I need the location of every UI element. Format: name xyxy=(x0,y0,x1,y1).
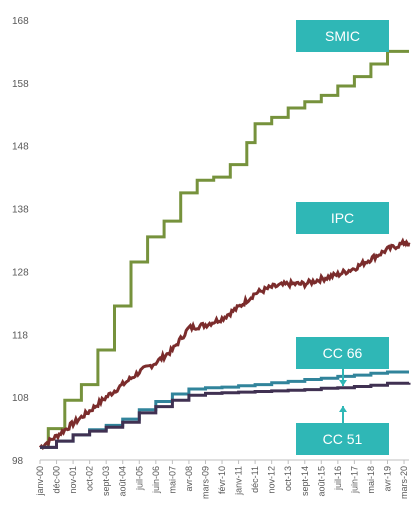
series-label-smic: SMIC xyxy=(325,28,360,44)
x-tick-label: déc-11 xyxy=(250,466,260,493)
x-tick-label: juin-17 xyxy=(349,466,359,494)
x-tick-label: nov-12 xyxy=(267,466,277,494)
x-tick-label: août-04 xyxy=(118,466,128,497)
x-tick-label: juil-16 xyxy=(333,466,343,491)
x-tick-label: sept-14 xyxy=(300,466,310,496)
x-tick-label: juil-05 xyxy=(134,466,144,491)
y-tick-label: 128 xyxy=(12,267,29,278)
series-label-cc-51: CC 51 xyxy=(323,431,363,447)
y-tick-label: 118 xyxy=(12,330,28,341)
label-box-smic xyxy=(296,20,389,52)
y-tick-label: 158 xyxy=(12,79,29,90)
chart-series xyxy=(38,49,411,451)
label-arrowhead-cc-51 xyxy=(339,406,347,412)
x-tick-label: mars-09 xyxy=(200,466,210,499)
y-tick-label: 108 xyxy=(12,393,29,404)
series-line-ipc xyxy=(38,237,411,451)
x-tick-label: août-15 xyxy=(316,466,326,497)
label-box-cc-51 xyxy=(296,423,389,455)
series-labels: SMIC IPC CC 66 CC 51 xyxy=(296,20,389,455)
x-tick-label: juin-06 xyxy=(151,466,161,494)
x-tick-label: mars-20 xyxy=(399,466,409,499)
x-tick-label: janv-00 xyxy=(35,466,45,497)
x-tick-label: janv-11 xyxy=(234,466,244,496)
label-box-ipc xyxy=(296,202,389,234)
series-line-cc-51 xyxy=(40,381,411,449)
x-tick-label: avr-19 xyxy=(382,466,392,492)
x-tick-label: mai-07 xyxy=(167,466,177,494)
x-tick-label: oct-02 xyxy=(85,466,95,491)
x-tick-label: déc-00 xyxy=(52,466,62,494)
y-tick-label: 138 xyxy=(12,205,29,216)
series-label-ipc: IPC xyxy=(331,210,354,226)
x-tick-label: mai-18 xyxy=(366,466,376,494)
series-line-smic xyxy=(40,49,409,449)
y-tick-label: 168 xyxy=(12,16,29,27)
x-tick-label: avr-08 xyxy=(184,466,194,492)
label-arrowhead-cc-66 xyxy=(339,380,347,386)
y-tick-label: 148 xyxy=(12,142,29,153)
x-tick-label: nov-01 xyxy=(68,466,78,494)
x-tick-label: oct-13 xyxy=(283,466,293,491)
x-tick-label: sept-03 xyxy=(101,466,111,496)
chart-axes: 98 108 118 128 138 148 158 168 janv-00 déc-00 nov-… xyxy=(12,16,409,499)
series-label-cc-66: CC 66 xyxy=(323,345,363,361)
x-tick-label: févr-10 xyxy=(217,466,227,494)
label-box-cc-66 xyxy=(296,337,389,369)
y-tick-label: 98 xyxy=(12,456,24,467)
